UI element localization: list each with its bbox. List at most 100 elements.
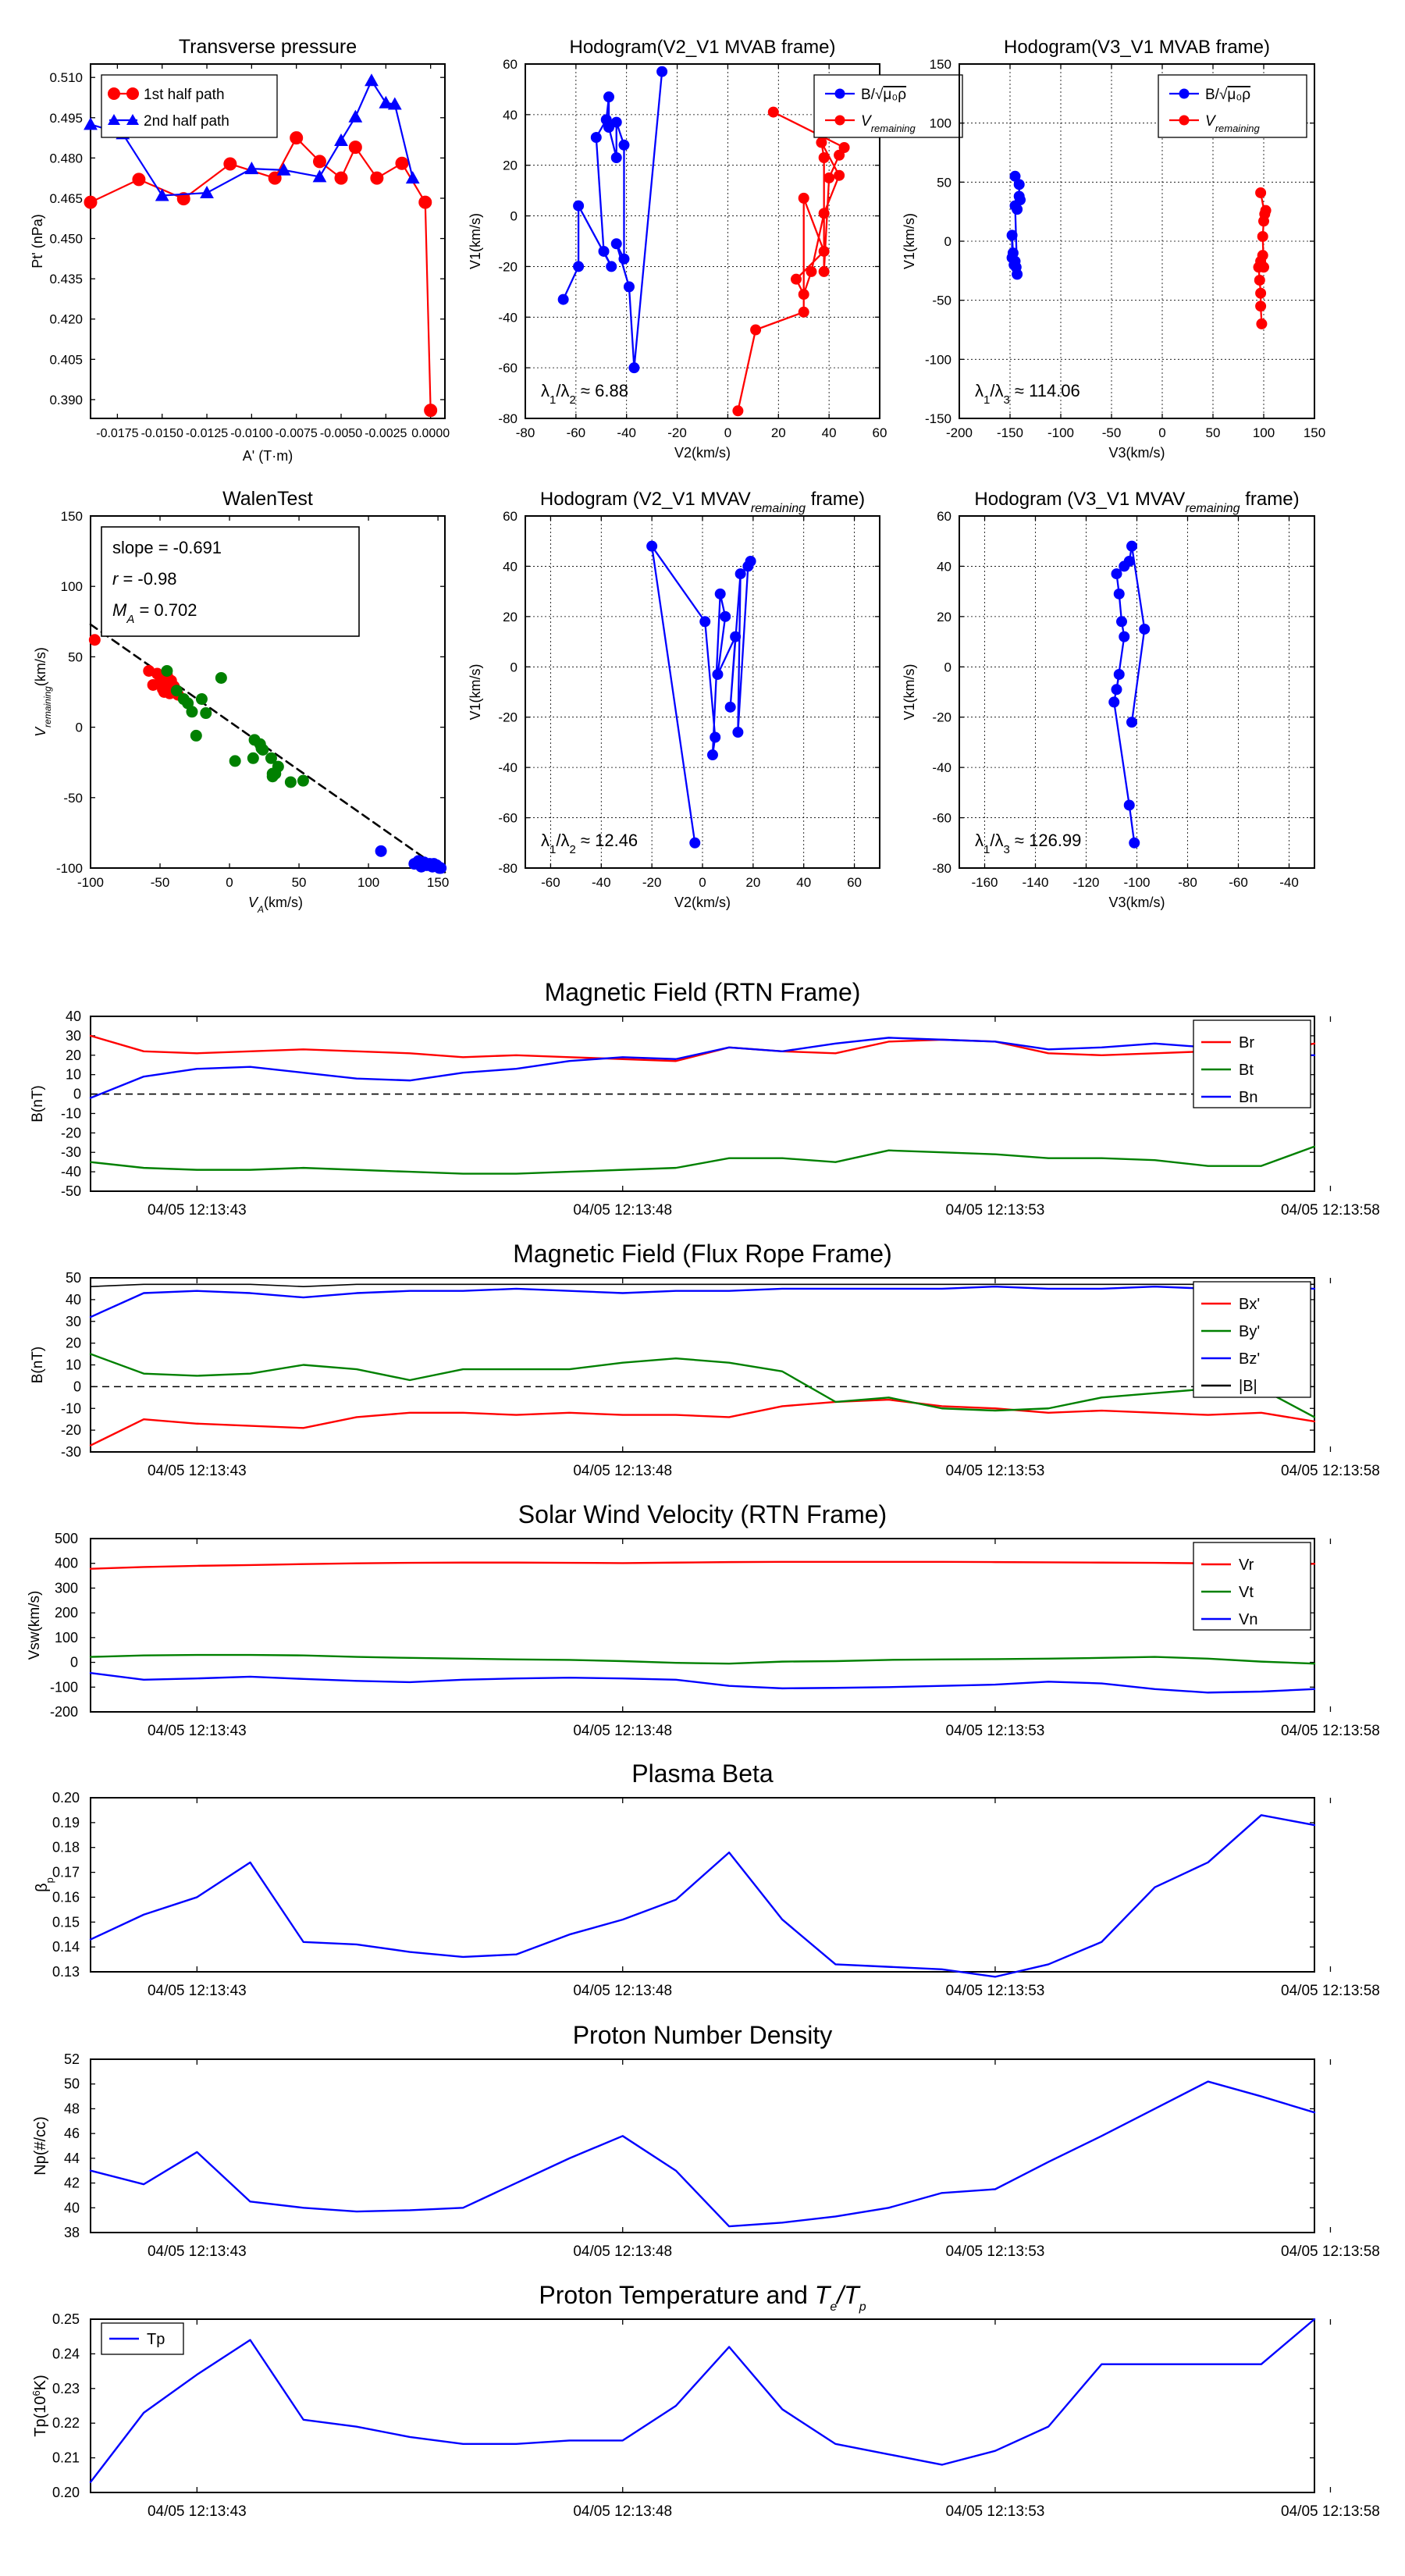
svg-text:0.25: 0.25 <box>52 2311 80 2327</box>
svg-text:1st half path: 1st half path <box>144 87 225 103</box>
svg-text:-40: -40 <box>617 425 636 440</box>
svg-text:04/05 12:13:53: 04/05 12:13:53 <box>946 1723 1045 1739</box>
svg-text:Br: Br <box>1239 1034 1254 1051</box>
svg-text:04/05 12:13:48: 04/05 12:13:48 <box>573 1723 672 1739</box>
svg-text:Magnetic Field (RTN Frame): Magnetic Field (RTN Frame) <box>545 978 861 1006</box>
svg-text:42: 42 <box>64 2176 80 2191</box>
svg-text:-40: -40 <box>61 1164 81 1179</box>
svg-text:-100: -100 <box>1123 875 1150 890</box>
svg-text:-0.0125: -0.0125 <box>186 427 228 440</box>
svg-text:-30: -30 <box>61 1444 81 1460</box>
svg-text:-100: -100 <box>77 875 104 890</box>
svg-text:-0.0075: -0.0075 <box>276 427 318 440</box>
svg-text:B(nT): B(nT) <box>30 1085 46 1123</box>
svg-text:-100: -100 <box>56 861 83 876</box>
svg-text:B/√μ₀ρ: B/√μ₀ρ <box>861 87 906 103</box>
svg-text:50: 50 <box>64 2076 80 2092</box>
svg-text:-60: -60 <box>541 875 560 890</box>
svg-text:20: 20 <box>771 425 786 440</box>
svg-text:0: 0 <box>226 875 233 890</box>
svg-text:48: 48 <box>64 2101 80 2116</box>
svg-text:-100: -100 <box>50 1679 78 1695</box>
svg-text:-40: -40 <box>1279 875 1299 890</box>
svg-text:0.420: 0.420 <box>49 312 83 327</box>
svg-text:04/05 12:13:43: 04/05 12:13:43 <box>148 1463 247 1479</box>
svg-text:04/05 12:13:48: 04/05 12:13:48 <box>573 2243 672 2260</box>
svg-text:-0.0050: -0.0050 <box>320 427 362 440</box>
svg-text:B/√μ₀ρ: B/√μ₀ρ <box>1205 87 1250 103</box>
svg-text:Bz': Bz' <box>1239 1350 1260 1368</box>
svg-text:150: 150 <box>930 57 951 72</box>
svg-text:150: 150 <box>61 509 83 524</box>
svg-text:-80: -80 <box>932 861 951 876</box>
svg-text:-80: -80 <box>498 411 518 426</box>
svg-text:100: 100 <box>1253 425 1275 440</box>
svg-text:300: 300 <box>55 1580 78 1596</box>
svg-text:60: 60 <box>873 425 887 440</box>
svg-text:04/05 12:13:58: 04/05 12:13:58 <box>1281 1723 1380 1739</box>
svg-text:44: 44 <box>64 2151 80 2166</box>
svg-text:-0.0025: -0.0025 <box>365 427 407 440</box>
svg-text:04/05 12:13:53: 04/05 12:13:53 <box>946 1202 1045 1219</box>
svg-text:-20: -20 <box>498 710 518 725</box>
svg-text:40: 40 <box>66 1009 81 1024</box>
svg-text:20: 20 <box>937 610 951 624</box>
svg-text:-30: -30 <box>61 1144 81 1160</box>
svg-text:20: 20 <box>503 610 518 624</box>
svg-text:0: 0 <box>70 1655 78 1670</box>
svg-text:04/05 12:13:43: 04/05 12:13:43 <box>148 2243 247 2260</box>
svg-text:V2(km/s): V2(km/s) <box>674 445 731 461</box>
svg-text:0: 0 <box>510 660 518 674</box>
svg-text:V1(km/s): V1(km/s) <box>902 664 917 720</box>
svg-text:V1(km/s): V1(km/s) <box>468 213 483 269</box>
svg-text:0: 0 <box>944 234 951 249</box>
svg-text:B(nT): B(nT) <box>30 1347 46 1384</box>
svg-text:40: 40 <box>503 559 518 574</box>
svg-text:0.22: 0.22 <box>52 2415 80 2431</box>
svg-text:100: 100 <box>930 116 951 131</box>
svg-text:04/05 12:13:48: 04/05 12:13:48 <box>573 1202 672 1219</box>
svg-text:-20: -20 <box>498 259 518 274</box>
svg-text:30: 30 <box>66 1028 81 1044</box>
svg-text:0.0000: 0.0000 <box>411 427 450 440</box>
svg-text:50: 50 <box>937 175 951 190</box>
svg-text:50: 50 <box>66 1270 81 1286</box>
svg-text:Hodogram(V2_V1 MVAB frame): Hodogram(V2_V1 MVAB frame) <box>569 37 835 58</box>
svg-text:-50: -50 <box>151 875 170 890</box>
svg-text:04/05 12:13:43: 04/05 12:13:43 <box>148 1723 247 1739</box>
svg-text:40: 40 <box>66 1292 81 1308</box>
svg-text:30: 30 <box>66 1314 81 1329</box>
svg-text:-20: -20 <box>642 875 662 890</box>
svg-text:04/05 12:13:58: 04/05 12:13:58 <box>1281 1202 1380 1219</box>
svg-text:-50: -50 <box>63 791 83 806</box>
svg-text:0.14: 0.14 <box>52 1939 80 1955</box>
svg-text:100: 100 <box>61 579 83 594</box>
svg-text:r = -0.98: r = -0.98 <box>112 569 177 589</box>
svg-text:0.20: 0.20 <box>52 1790 80 1806</box>
svg-text:A' (T·m): A' (T·m) <box>243 448 293 464</box>
svg-text:-60: -60 <box>498 811 518 826</box>
svg-text:04/05 12:13:53: 04/05 12:13:53 <box>946 2503 1045 2520</box>
svg-text:40: 40 <box>796 875 811 890</box>
svg-text:0.450: 0.450 <box>49 232 83 247</box>
svg-text:150: 150 <box>1304 425 1325 440</box>
svg-text:-140: -140 <box>1022 875 1048 890</box>
svg-text:-100: -100 <box>1048 425 1074 440</box>
svg-text:WalenTest: WalenTest <box>222 488 313 510</box>
svg-text:V2(km/s): V2(km/s) <box>674 895 731 910</box>
svg-text:0.15: 0.15 <box>52 1914 80 1930</box>
svg-text:Tp(106K): Tp(106K) <box>30 2375 50 2436</box>
svg-text:-10: -10 <box>61 1105 81 1121</box>
svg-text:38: 38 <box>64 2225 80 2240</box>
svg-text:0.21: 0.21 <box>52 2450 80 2466</box>
svg-text:20: 20 <box>745 875 760 890</box>
svg-text:0: 0 <box>73 1379 81 1394</box>
svg-text:-40: -40 <box>498 310 518 325</box>
svg-text:04/05 12:13:43: 04/05 12:13:43 <box>148 2503 247 2520</box>
svg-text:0.465: 0.465 <box>49 191 83 206</box>
svg-text:0.18: 0.18 <box>52 1840 80 1856</box>
svg-text:-150: -150 <box>997 425 1023 440</box>
svg-text:500: 500 <box>55 1531 78 1546</box>
svg-text:-20: -20 <box>61 1422 81 1438</box>
svg-text:0.23: 0.23 <box>52 2381 80 2396</box>
